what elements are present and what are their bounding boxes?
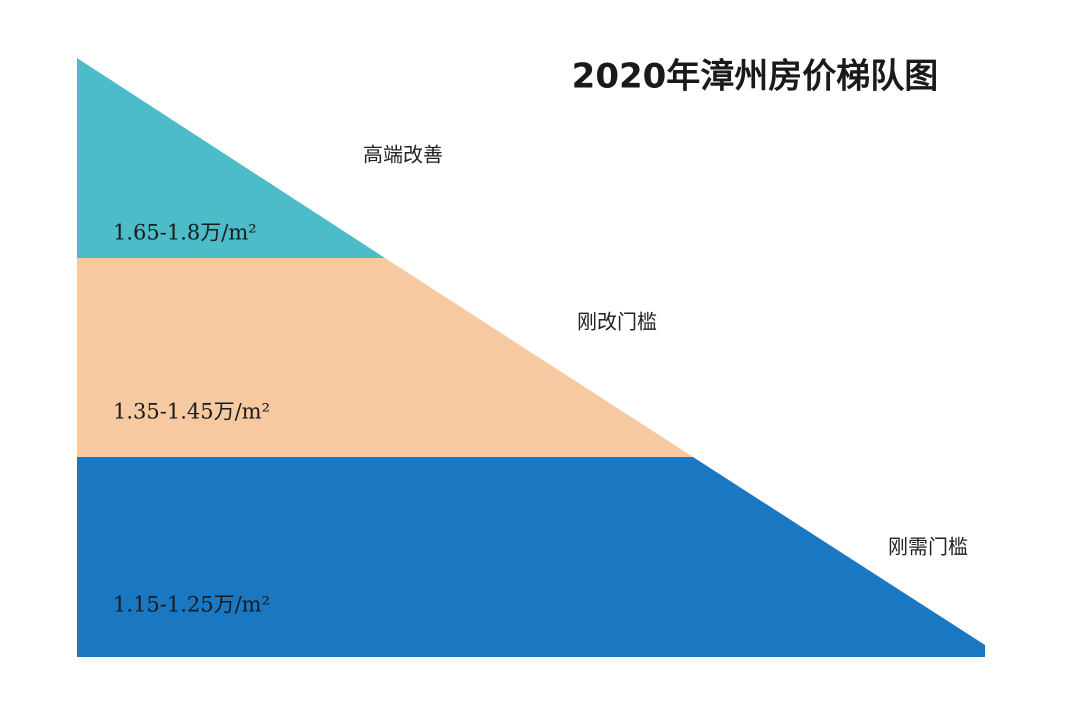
tier-label: 高端改善 xyxy=(363,143,443,167)
tier-middle xyxy=(77,258,693,457)
tier-label: 刚需门槛 xyxy=(888,535,968,559)
tier-price: 1.35-1.45万/m² xyxy=(113,400,270,424)
tier-label: 刚改门槛 xyxy=(577,310,657,334)
tier-bottom xyxy=(77,457,985,657)
tier-price: 1.15-1.25万/m² xyxy=(113,593,270,617)
tier-price: 1.65-1.8万/m² xyxy=(113,221,257,245)
title: 2020年漳州房价梯队图 xyxy=(572,57,939,97)
tier-top xyxy=(77,58,385,258)
